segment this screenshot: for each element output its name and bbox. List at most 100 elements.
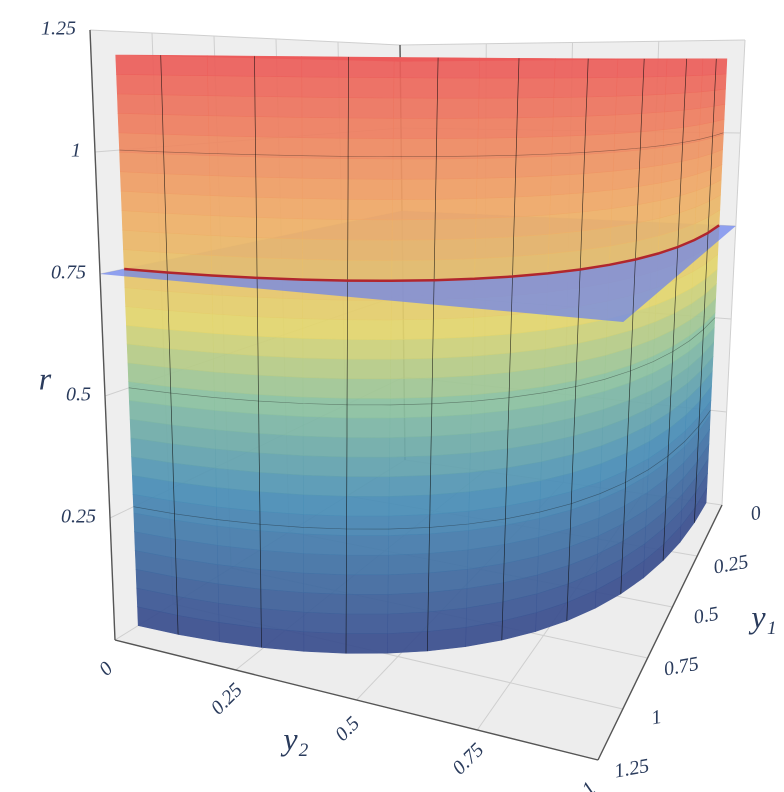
- surface-patch: [683, 107, 701, 128]
- surface-patch: [515, 155, 553, 178]
- surface-patch: [303, 494, 348, 517]
- surface-patch: [302, 416, 348, 438]
- surface-patch: [303, 533, 347, 556]
- contour: [124, 224, 720, 283]
- surface-patch: [255, 176, 303, 199]
- surface-patch: [700, 90, 716, 109]
- x-tick-label: 0.75: [662, 653, 700, 681]
- surface-patch: [347, 158, 394, 180]
- surface-patch: [347, 239, 393, 261]
- surface-patch: [302, 337, 348, 360]
- surface-patch: [477, 117, 518, 139]
- surface-patch: [301, 117, 349, 139]
- surface-patch: [431, 375, 473, 398]
- x-tick-label: 0.25: [712, 551, 750, 579]
- y-tick-label: 0.25: [207, 679, 247, 719]
- y-tick-label: 0.75: [448, 739, 488, 779]
- surface-patch: [301, 76, 349, 99]
- surface-patch: [392, 178, 437, 200]
- mesh-line: [345, 56, 349, 654]
- surface-patch: [303, 572, 347, 595]
- surface-patch: [389, 435, 432, 458]
- surface-patch: [347, 198, 393, 221]
- surface-patch: [641, 93, 666, 114]
- mesh-line: [620, 58, 645, 594]
- surface-patch: [345, 633, 388, 654]
- surface-patch: [213, 352, 259, 376]
- surface-patch: [165, 232, 212, 256]
- surface-patch: [388, 533, 430, 556]
- surface-patch: [388, 474, 431, 497]
- surface-patch: [665, 75, 687, 95]
- surface: [100, 54, 736, 654]
- surface-patch: [302, 238, 349, 261]
- surface-patch: [260, 608, 305, 633]
- surface-patch: [429, 472, 471, 496]
- surface-patch: [255, 196, 303, 220]
- y-axis-title: y₂: [280, 720, 308, 756]
- surface-patch: [345, 574, 389, 595]
- surface-patch: [168, 310, 214, 334]
- surface-patch: [517, 77, 555, 99]
- x-tick-label: 0: [749, 502, 763, 525]
- surface-patch: [348, 76, 395, 99]
- axis-line: [89, 29, 116, 641]
- surface-patch: [207, 75, 256, 97]
- surface-patch: [167, 291, 213, 315]
- surface-patch: [303, 631, 347, 654]
- surface-patch: [612, 149, 641, 172]
- surface-patch: [258, 394, 304, 417]
- surface-patch: [435, 137, 479, 160]
- surface-patch: [255, 156, 303, 179]
- surface-patch: [429, 491, 470, 515]
- surface-patch: [256, 217, 303, 240]
- surface-patch: [388, 514, 431, 536]
- surface-patch: [587, 58, 619, 79]
- surface-patch: [163, 153, 211, 176]
- surface-patch: [550, 173, 585, 196]
- surface-patch: [346, 358, 392, 380]
- surface-patch: [584, 114, 616, 136]
- surface-patch: [210, 255, 258, 279]
- mesh-ring: [128, 317, 716, 406]
- surface-patch: [260, 627, 305, 652]
- surface-patch: [437, 77, 480, 99]
- surface-patch: [303, 553, 347, 576]
- surface-patch: [611, 186, 639, 209]
- surface-patch: [302, 318, 348, 340]
- surface-patch: [345, 594, 389, 615]
- surface-patch: [209, 195, 257, 218]
- surface-patch: [165, 212, 212, 236]
- surface-patch: [393, 97, 438, 119]
- surface-patch: [258, 433, 304, 457]
- surface-patch: [514, 175, 552, 198]
- surface-patch: [260, 588, 305, 613]
- z-tick-label: 0.75: [51, 262, 86, 284]
- surface-patch: [582, 170, 614, 194]
- surface-patch: [683, 91, 702, 111]
- surface-patch: [389, 396, 433, 419]
- surface-patch: [120, 190, 166, 214]
- x-tick-label: 1.25: [613, 755, 651, 783]
- surface-patch: [614, 113, 643, 135]
- z-tick-label: 0.5: [66, 384, 91, 406]
- y-tick-label: 1: [578, 778, 601, 792]
- surface-patch: [116, 74, 163, 96]
- surface-patch: [347, 259, 393, 282]
- surface-patch: [585, 95, 617, 117]
- surface-patch: [256, 296, 304, 320]
- surface-patch: [663, 109, 685, 130]
- surface-patch: [685, 58, 704, 77]
- surface-patch: [257, 335, 304, 359]
- surface-patch: [548, 211, 583, 235]
- surface-patch: [389, 416, 432, 438]
- surface-cap: [115, 55, 727, 62]
- surface-patch: [698, 121, 714, 142]
- surface-patch: [256, 237, 303, 260]
- surface-patch: [583, 152, 615, 175]
- surface-patch: [160, 74, 209, 97]
- surface-patch: [387, 572, 430, 595]
- surface-patch: [475, 216, 515, 239]
